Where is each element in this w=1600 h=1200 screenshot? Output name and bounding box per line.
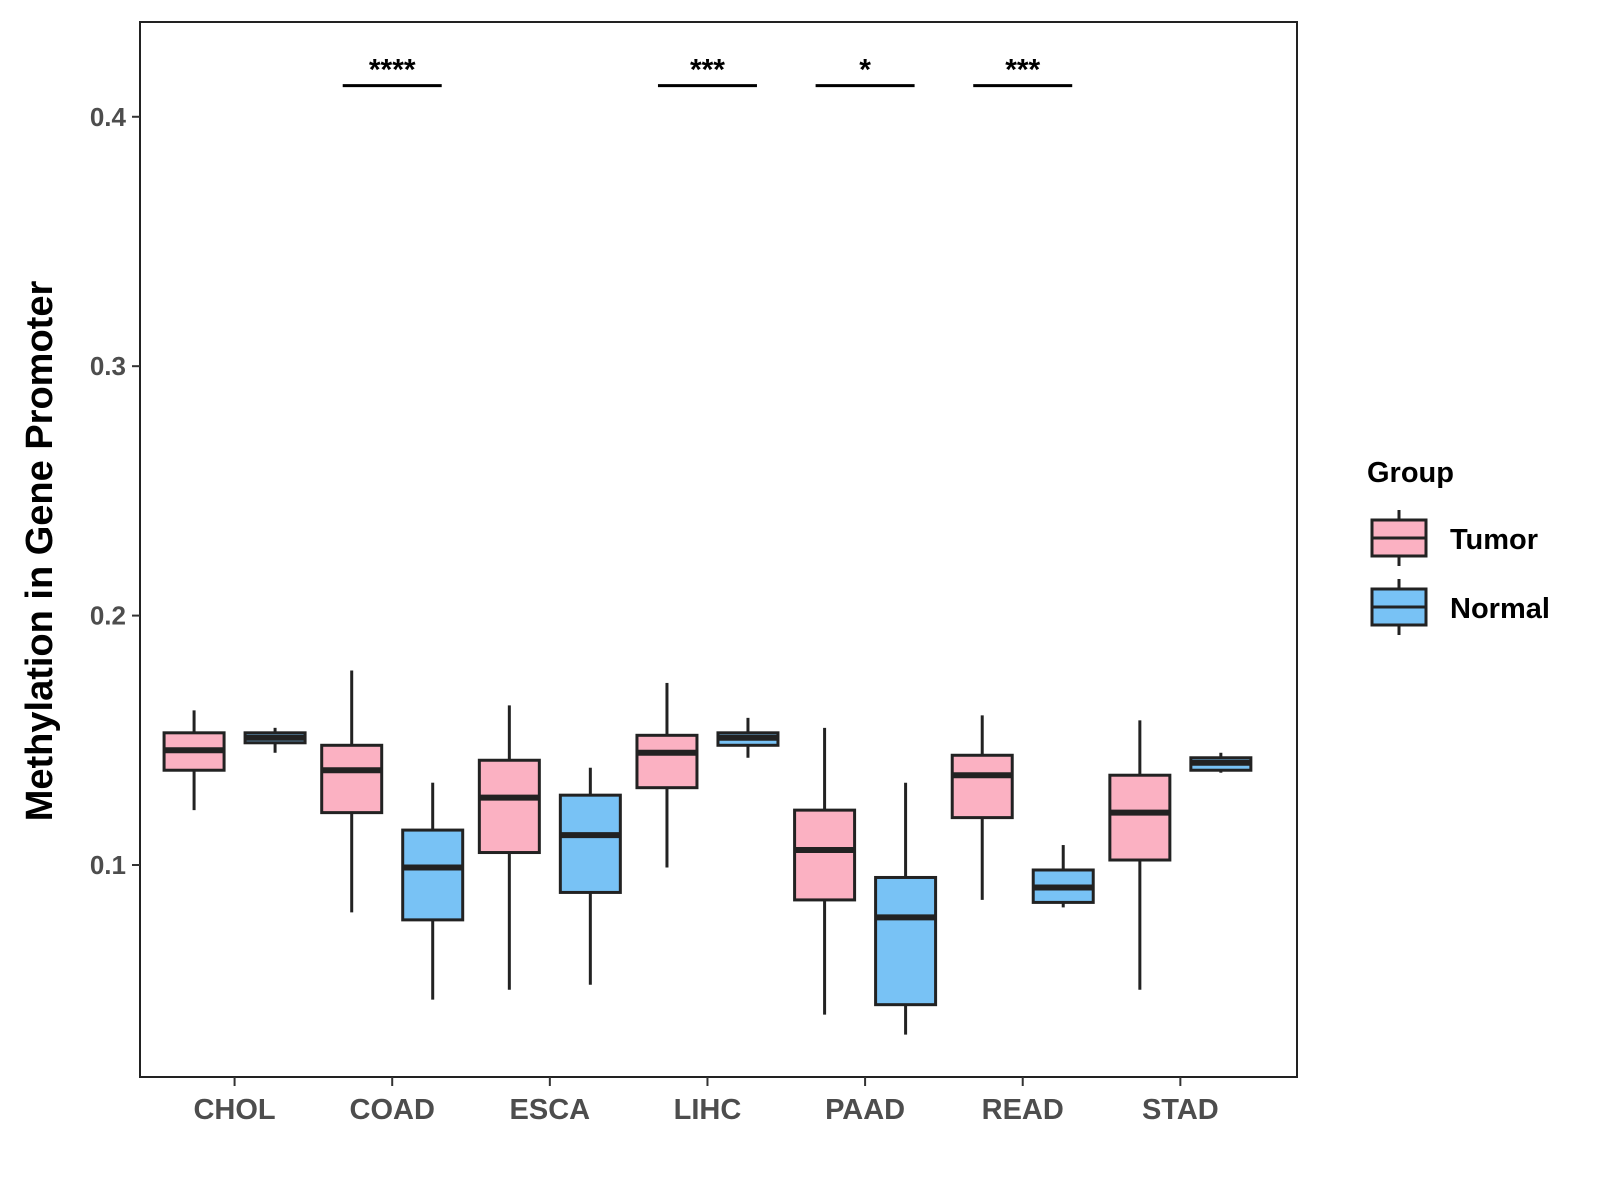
y-tick-label: 0.4 (90, 102, 127, 132)
y-tick-label: 0.2 (90, 601, 126, 631)
x-tick-label: LIHC (674, 1094, 742, 1126)
box-iqr (320, 743, 384, 815)
x-tick-label: READ (982, 1094, 1064, 1126)
box-normal-chol (243, 727, 307, 753)
chart-axes: 0.1 0.2 0.3 0.4 CHOL COAD ESCA LIHC PAAD READ STAD (90, 102, 1219, 1126)
legend-title: Group (1367, 457, 1454, 489)
box-iqr (950, 753, 1014, 820)
box-tumor-stad (1108, 720, 1172, 990)
legend-label: Normal (1450, 593, 1550, 625)
box-iqr (477, 758, 541, 855)
y-axis-title: Methylation in Gene Promoter (19, 281, 61, 822)
legend-label: Tumor (1450, 524, 1538, 556)
plot-panel (139, 21, 1298, 1078)
x-tick-label: COAD (350, 1094, 435, 1126)
significance-label: * (859, 54, 871, 87)
x-tick-label: CHOL (193, 1094, 275, 1126)
box-tumor-coad (320, 670, 384, 913)
box-iqr (635, 733, 699, 790)
box-tumor-paad (793, 727, 857, 1015)
x-tick-label: PAAD (825, 1094, 905, 1126)
significance-label: *** (690, 54, 725, 87)
box-iqr (874, 875, 938, 1007)
box-iqr (558, 793, 622, 894)
x-tick-label: ESCA (510, 1094, 591, 1126)
box-tumor-chol (162, 710, 226, 811)
significance-paad: * (815, 54, 915, 88)
x-tick-label: STAD (1142, 1094, 1219, 1126)
significance-label: **** (369, 54, 416, 87)
chart-marks: **** *** * *** (162, 54, 1253, 1035)
y-tick-label: 0.3 (90, 351, 126, 381)
significance-coad: **** (342, 54, 442, 88)
box-tumor-esca (477, 705, 541, 990)
box-normal-paad (874, 782, 938, 1035)
box-normal-coad (401, 782, 465, 1000)
box-tumor-lihc (635, 682, 699, 868)
box-iqr (1108, 773, 1172, 862)
legend-item-normal: Normal (1370, 579, 1550, 635)
legend: Group Tumor Normal (1367, 457, 1550, 635)
significance-label: *** (1005, 54, 1040, 87)
significance-lihc: *** (657, 54, 757, 88)
box-normal-read (1031, 845, 1095, 908)
box-normal-stad (1189, 752, 1253, 773)
box-tumor-read (950, 715, 1014, 900)
box-iqr (401, 828, 465, 922)
box-iqr (793, 808, 857, 902)
significance-read: *** (973, 54, 1073, 88)
y-tick-label: 0.1 (90, 850, 126, 880)
box-normal-lihc (716, 717, 780, 758)
box-normal-esca (558, 767, 622, 985)
legend-item-tumor: Tumor (1370, 510, 1538, 566)
